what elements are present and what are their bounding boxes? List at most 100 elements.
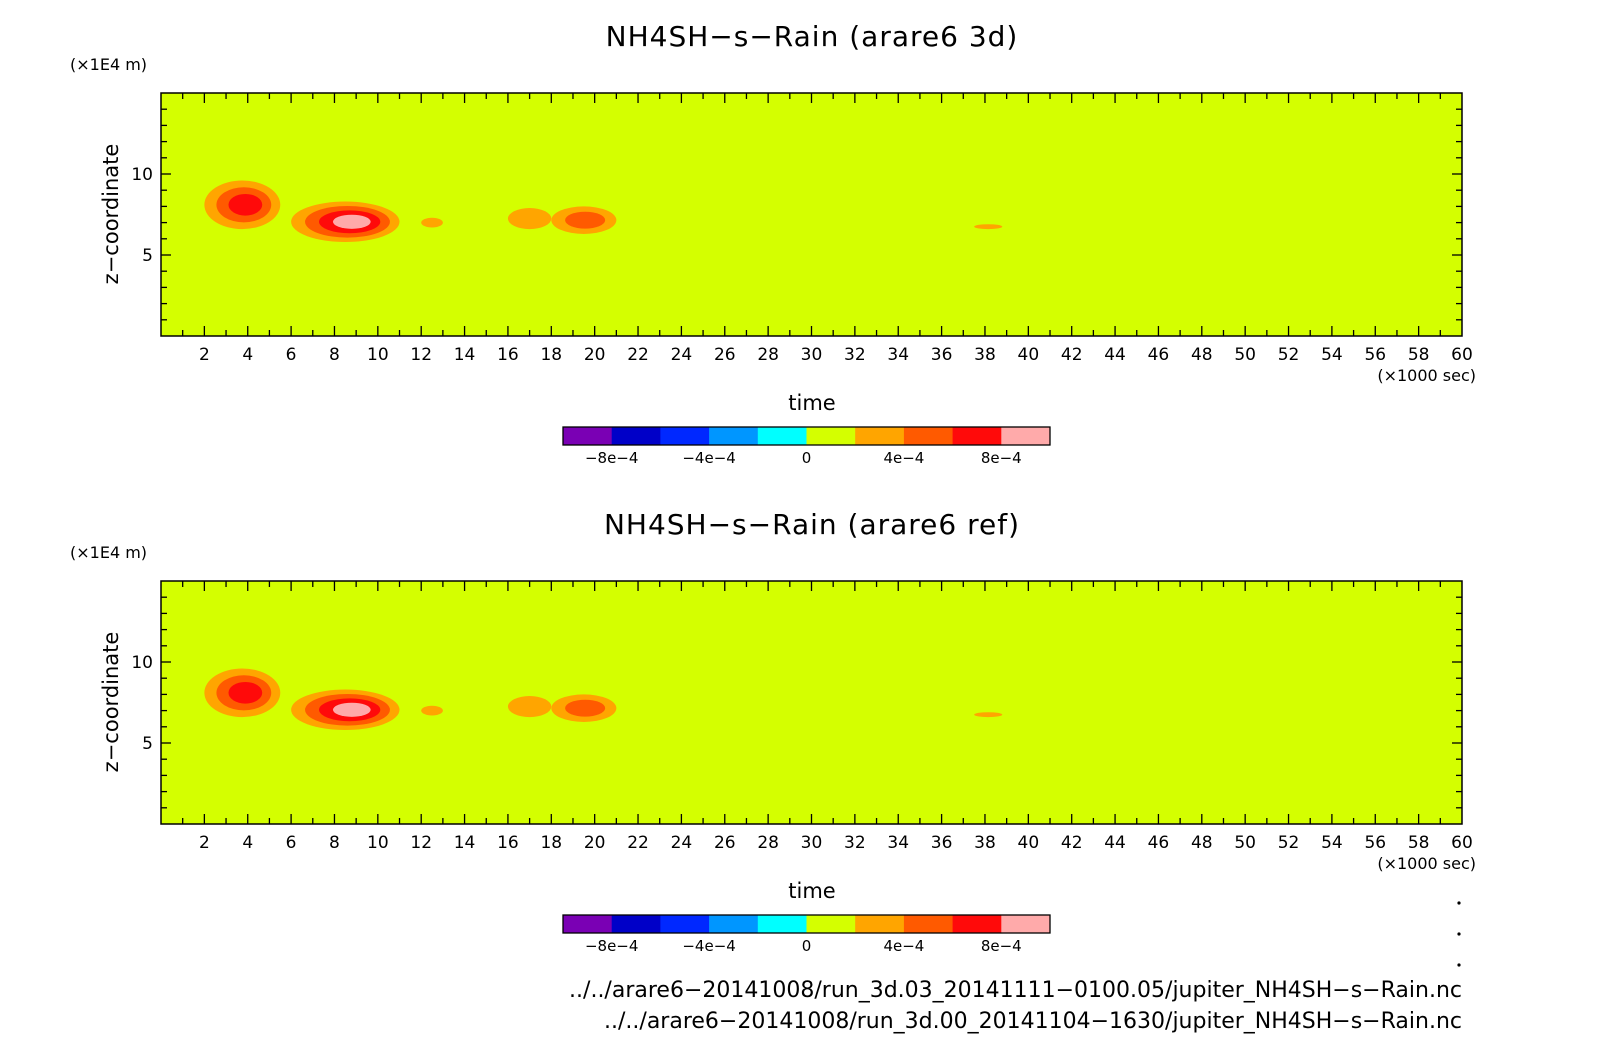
- colorbar-frame: [562, 426, 1051, 446]
- x-tick-label: 40: [1018, 833, 1040, 853]
- x-tick-label: 22: [627, 833, 649, 853]
- contour-region: [228, 193, 263, 216]
- colorbar-swatch: [855, 427, 905, 445]
- file-path-2: ../../arare6−20141008/run_3d.00_20141104…: [604, 1009, 1462, 1034]
- x-tick-label: 50: [1234, 345, 1256, 365]
- x-tick-label: 26: [714, 833, 736, 853]
- x-tick-label: 52: [1278, 345, 1300, 365]
- plot-area: [161, 581, 1462, 824]
- x-tick-label: 10: [367, 345, 389, 365]
- x-tick-label: 56: [1364, 345, 1386, 365]
- colorbar-label: 0: [802, 937, 812, 955]
- x-tick-label: 24: [671, 833, 693, 853]
- contour-region: [507, 696, 552, 718]
- x-tick-label: 24: [671, 345, 693, 365]
- colorbar-swatch: [563, 427, 613, 445]
- colorbar-swatch: [757, 427, 807, 445]
- axes: 2 4 6 8 10 12 14 16 18 20 22 24 26 28 30 32 34 36 38 40 42 44…: [131, 93, 1473, 365]
- x-tick-label: 26: [714, 345, 736, 365]
- colorbar-swatch: [660, 915, 710, 933]
- x-tick-label: 44: [1104, 345, 1126, 365]
- colorbar: −8e−4 −4e−4 0 4e−4 8e−4: [562, 914, 1051, 955]
- x-tick-label: 16: [497, 345, 519, 365]
- x-tick-label: 22: [627, 345, 649, 365]
- x-tick-label: 36: [931, 345, 953, 365]
- colorbar-swatch: [952, 915, 1002, 933]
- colorbar-label: −4e−4: [682, 937, 735, 955]
- x-tick-label: 14: [454, 345, 476, 365]
- colorbar-label: −4e−4: [682, 449, 735, 467]
- x-tick-label: 48: [1191, 345, 1213, 365]
- x-tick-label: 4: [242, 345, 253, 365]
- contour-region: [565, 699, 606, 717]
- x-tick-label: 32: [844, 345, 866, 365]
- x-tick-label: 28: [757, 345, 779, 365]
- x-unit-label: (×1000 sec): [1377, 366, 1476, 385]
- x-tick-label: 6: [286, 833, 297, 853]
- x-axis-label: time: [788, 879, 835, 903]
- contour-region: [421, 217, 443, 228]
- x-tick-label: 38: [974, 345, 996, 365]
- panel-top: NH4SH−s−Rain (arare6 3d) (×1E4 m) z−coor…: [70, 20, 1476, 467]
- x-tick-label: 18: [540, 345, 562, 365]
- colorbar-label: 0: [802, 449, 812, 467]
- x-tick-label: 46: [1148, 345, 1170, 365]
- colorbar-swatch: [709, 427, 759, 445]
- x-tick-label: 40: [1018, 345, 1040, 365]
- x-tick-label: 60: [1451, 345, 1473, 365]
- x-tick-label: 54: [1321, 345, 1343, 365]
- x-tick-label: 44: [1104, 833, 1126, 853]
- x-tick-label: 4: [242, 833, 253, 853]
- colorbar-swatch: [563, 915, 613, 933]
- x-tick-label: 20: [584, 345, 606, 365]
- colorbar-swatch: [903, 427, 954, 445]
- plot-area: [161, 93, 1462, 336]
- colorbar-swatch: [903, 915, 954, 933]
- x-tick-label: 18: [540, 833, 562, 853]
- x-tick-label: 32: [844, 833, 866, 853]
- x-tick-label: 14: [454, 833, 476, 853]
- contour-region: [565, 211, 606, 229]
- file-path-1: ../../arare6−20141008/run_3d.03_20141111…: [569, 978, 1462, 1003]
- colorbar-swatch: [855, 915, 905, 933]
- x-tick-label: 2: [199, 345, 210, 365]
- colorbar-swatch: [806, 427, 856, 445]
- colorbar-swatch: [611, 427, 661, 445]
- colorbar-swatch: [757, 915, 807, 933]
- colorbar-swatch: [952, 427, 1002, 445]
- y-unit-label: (×1E4 m): [70, 55, 147, 74]
- x-tick-label: 20: [584, 833, 606, 853]
- x-tick-label: 8: [329, 833, 340, 853]
- y-tick-label: 10: [131, 653, 153, 673]
- colorbar-label: 8e−4: [981, 937, 1022, 955]
- colorbar: −8e−4 −4e−4 0 4e−4 8e−4: [562, 426, 1051, 467]
- y-axis-label: z−coordinate: [99, 144, 123, 285]
- x-unit-label: (×1000 sec): [1377, 854, 1476, 873]
- marker-dot: [1457, 932, 1461, 936]
- y-tick-label: 5: [142, 734, 153, 754]
- contour-region: [332, 702, 371, 717]
- x-tick-label: 52: [1278, 833, 1300, 853]
- colorbar-swatch: [709, 915, 759, 933]
- x-tick-label: 16: [497, 833, 519, 853]
- x-tick-label: 58: [1408, 345, 1430, 365]
- chart-title: NH4SH−s−Rain (arare6 ref): [604, 508, 1020, 541]
- x-tick-label: 10: [367, 833, 389, 853]
- x-tick-label: 12: [410, 833, 432, 853]
- y-tick-label: 10: [131, 165, 153, 185]
- x-tick-label: 50: [1234, 833, 1256, 853]
- contour-region: [332, 214, 371, 229]
- x-tick-label: 30: [801, 833, 823, 853]
- x-tick-label: 58: [1408, 833, 1430, 853]
- x-tick-label: 34: [887, 345, 909, 365]
- x-tick-label: 12: [410, 345, 432, 365]
- colorbar-swatch: [611, 915, 661, 933]
- x-tick-label: 42: [1061, 345, 1083, 365]
- marker-dot: [1457, 901, 1461, 905]
- x-axis-label: time: [788, 391, 835, 415]
- contour-region: [507, 208, 552, 230]
- contour-region: [974, 224, 1003, 230]
- x-tick-label: 42: [1061, 833, 1083, 853]
- x-tick-label: 38: [974, 833, 996, 853]
- x-tick-label: 34: [887, 833, 909, 853]
